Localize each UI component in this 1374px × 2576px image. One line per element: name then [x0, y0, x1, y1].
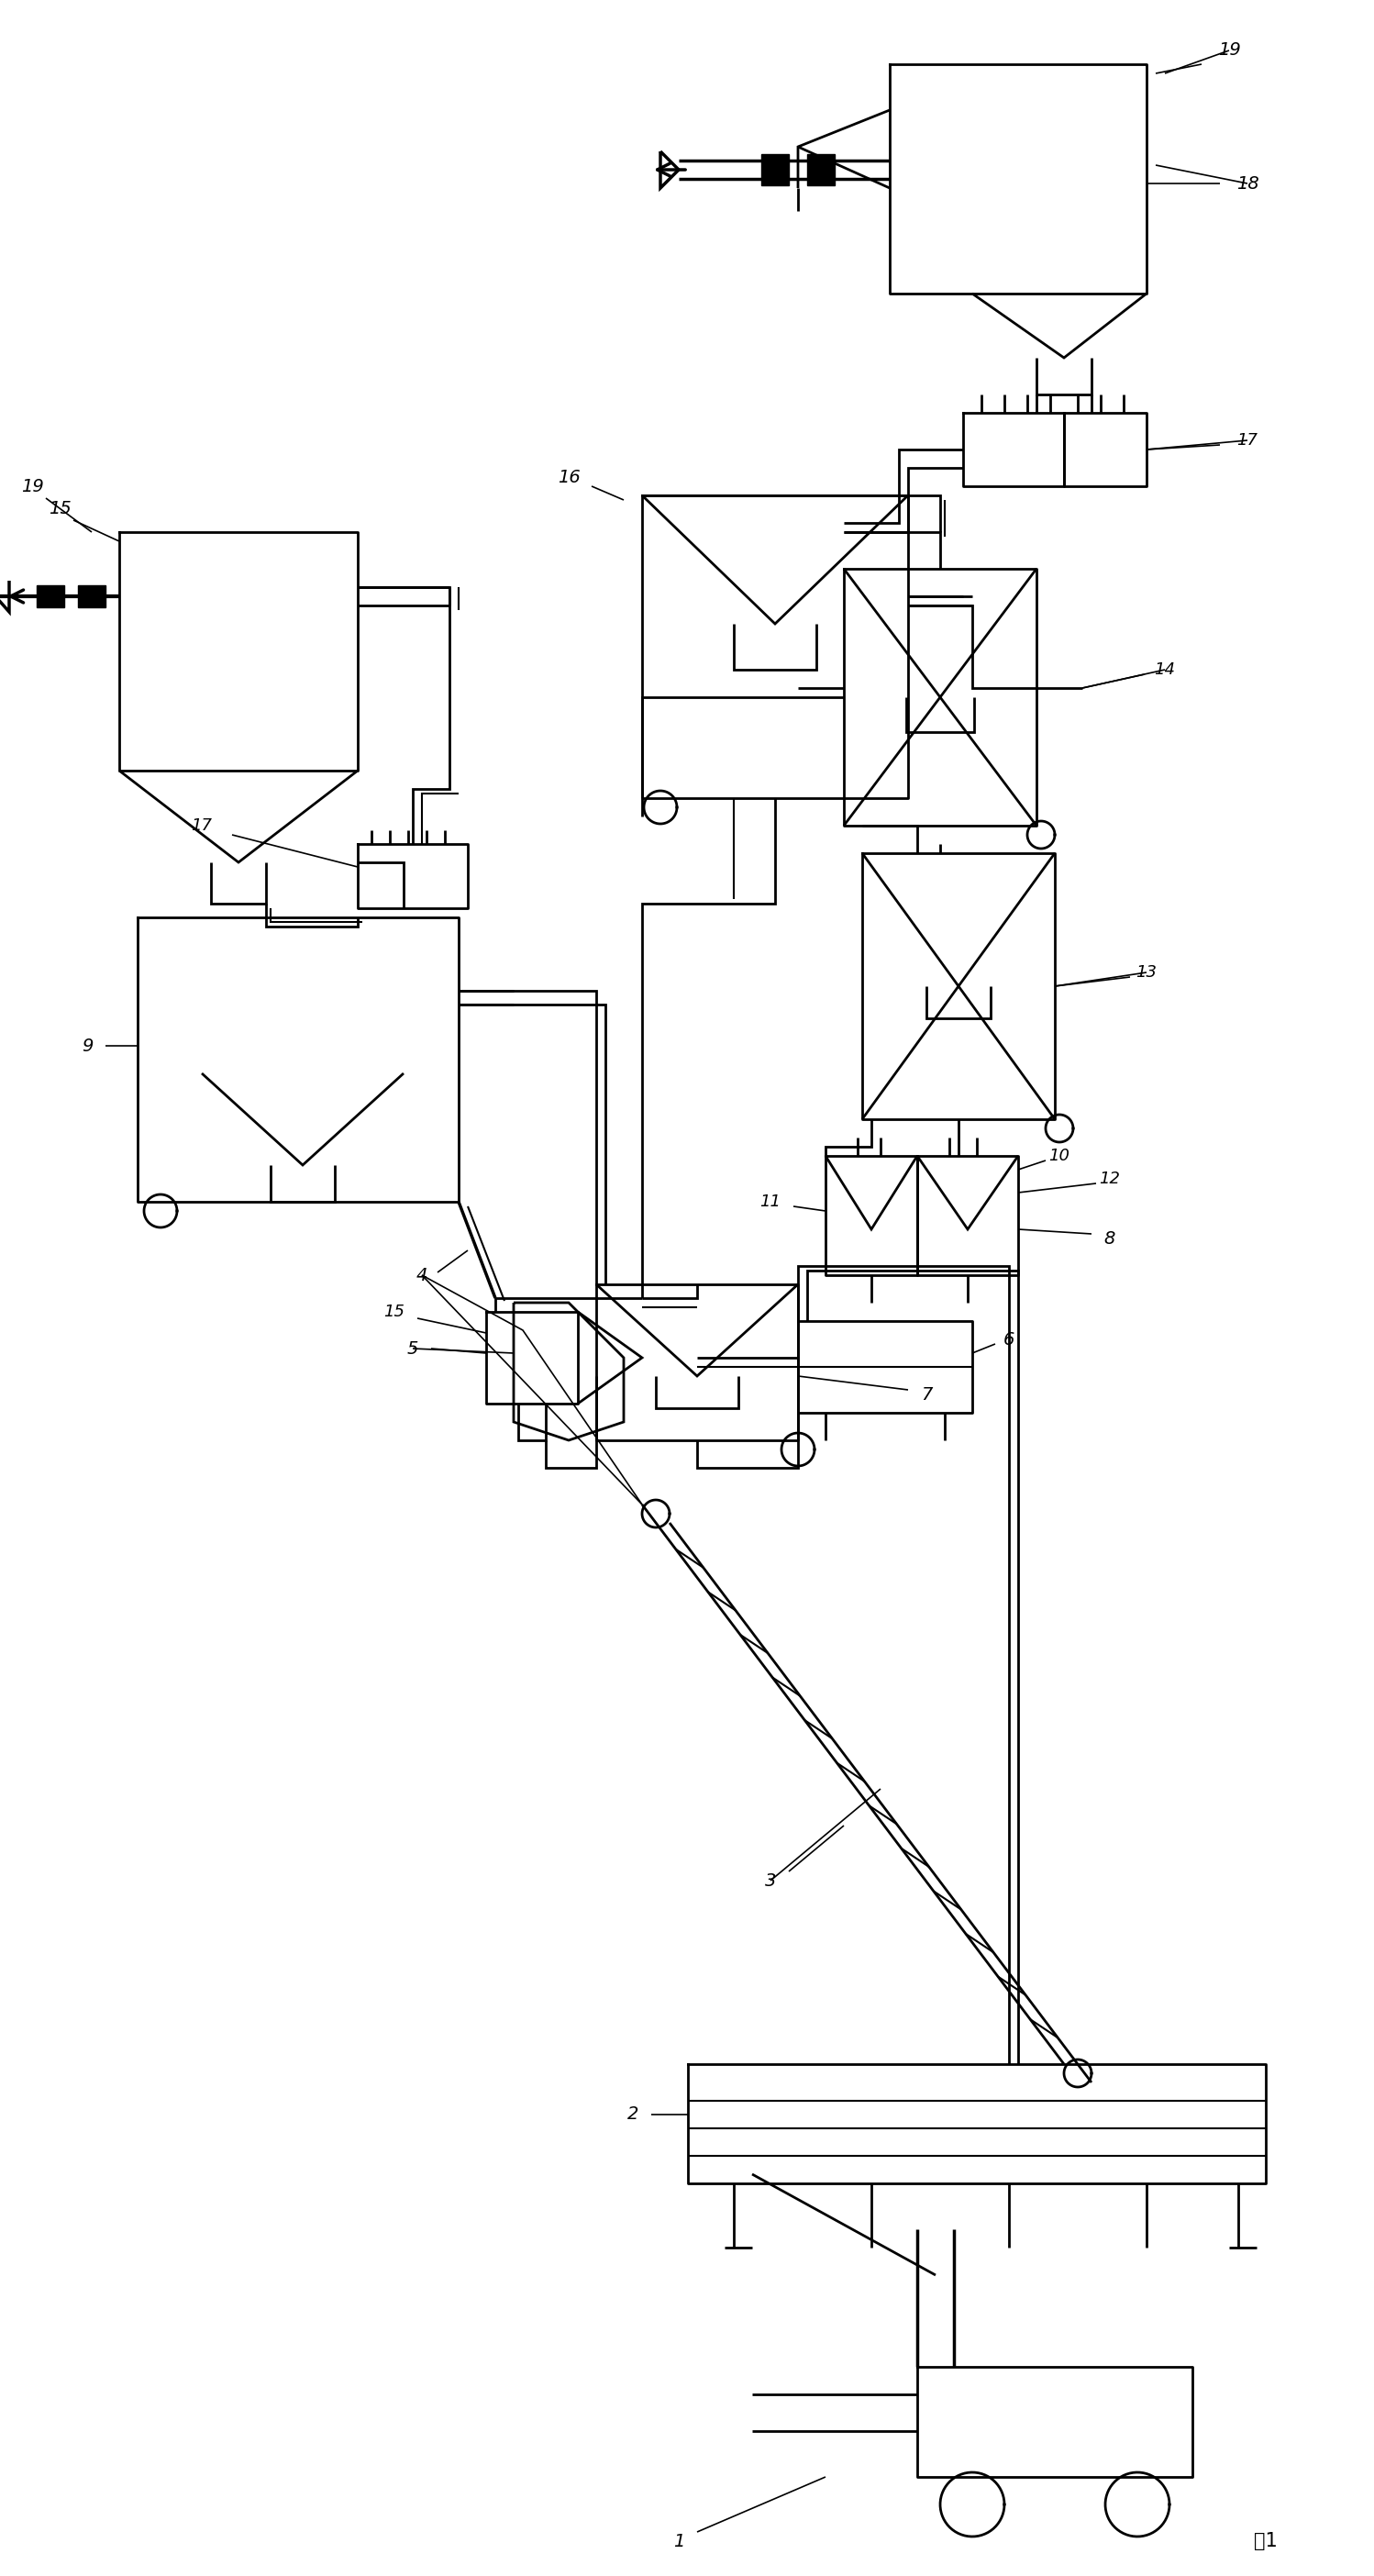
Text: 2: 2: [627, 2105, 639, 2123]
Text: 图1: 图1: [1254, 2532, 1278, 2550]
Polygon shape: [807, 155, 834, 185]
Polygon shape: [37, 585, 65, 608]
Text: 9: 9: [81, 1038, 93, 1054]
Text: 3: 3: [765, 1873, 776, 1888]
Text: 4: 4: [416, 1267, 427, 1283]
Text: 18: 18: [1237, 175, 1259, 193]
Text: 17: 17: [191, 817, 213, 835]
Text: 15: 15: [383, 1303, 405, 1319]
Text: 19: 19: [21, 477, 44, 495]
Text: 12: 12: [1099, 1170, 1120, 1188]
Text: 5: 5: [407, 1340, 419, 1358]
Polygon shape: [761, 155, 789, 185]
Polygon shape: [78, 585, 106, 608]
Text: 15: 15: [48, 500, 71, 518]
Text: 17: 17: [1237, 433, 1259, 448]
Text: 19: 19: [1217, 41, 1241, 59]
Text: 11: 11: [760, 1193, 780, 1211]
Text: 6: 6: [1003, 1332, 1014, 1347]
Text: 1: 1: [673, 2532, 684, 2550]
Text: 10: 10: [1048, 1149, 1070, 1164]
Text: 14: 14: [1154, 662, 1175, 677]
Text: 13: 13: [1136, 963, 1157, 981]
Text: 8: 8: [1105, 1229, 1116, 1247]
Text: 16: 16: [558, 469, 580, 487]
Text: 7: 7: [921, 1386, 932, 1404]
